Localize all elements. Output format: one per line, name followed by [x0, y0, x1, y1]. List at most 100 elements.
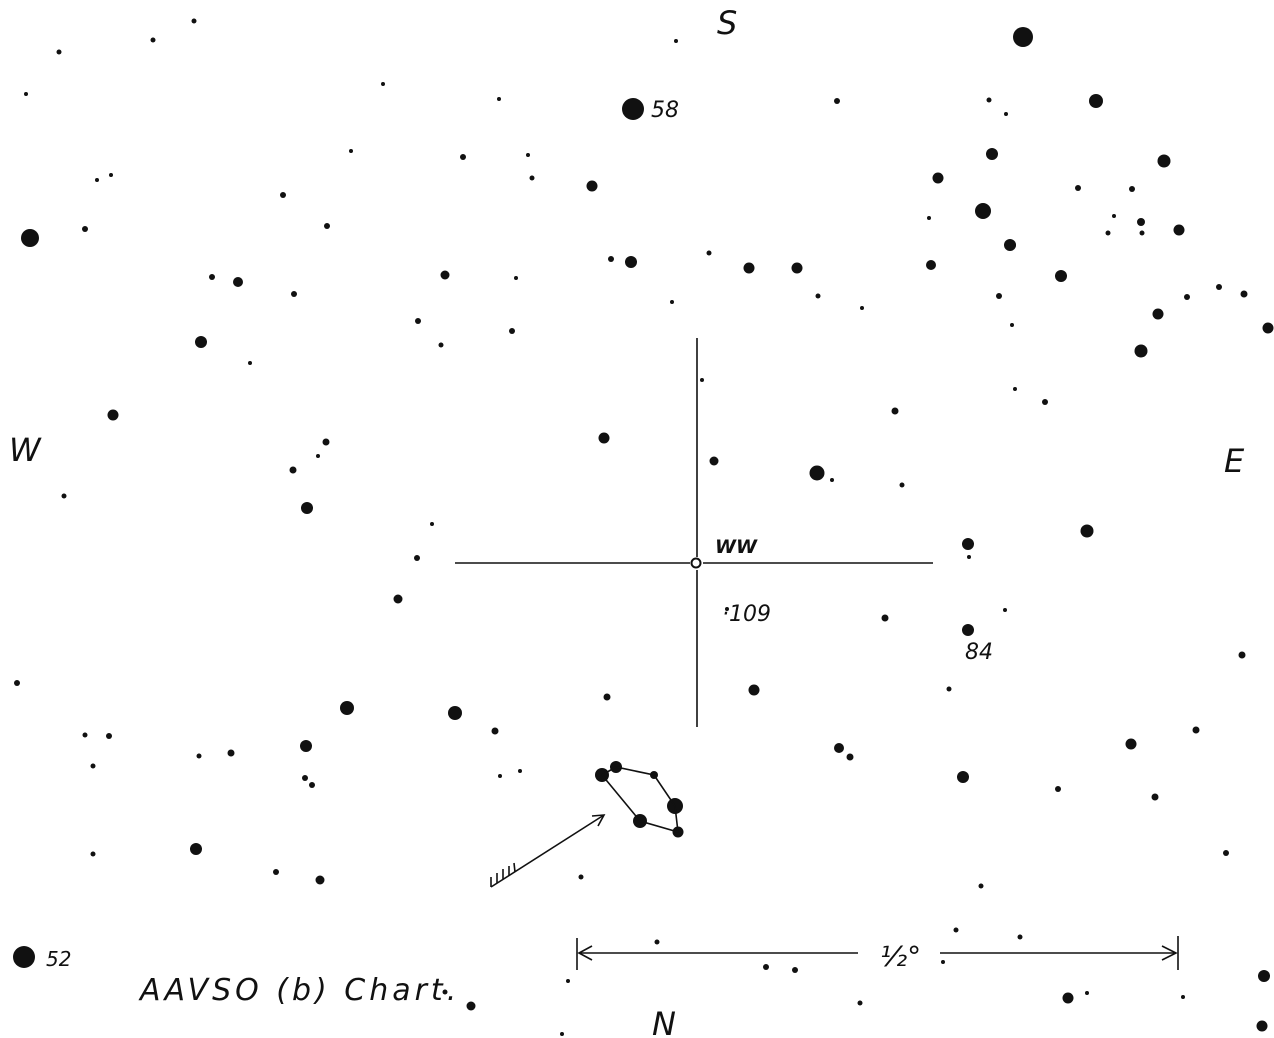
star-54	[56, 49, 62, 55]
star-11	[1055, 270, 1067, 282]
magnitude-label-84: 84	[965, 640, 993, 665]
star-109	[881, 614, 889, 622]
star-39	[190, 843, 202, 855]
star-135	[792, 967, 798, 973]
star-144	[466, 1001, 476, 1011]
star-35	[300, 740, 312, 752]
star-138	[941, 960, 945, 964]
star-142	[566, 979, 570, 983]
star-71	[834, 98, 840, 104]
star-75	[1129, 186, 1135, 192]
star-110	[1003, 608, 1007, 612]
star-61	[209, 274, 215, 280]
star-92	[415, 318, 421, 324]
chart-title: AAVSO (b) Chart.	[138, 973, 460, 1008]
star-86	[815, 293, 821, 299]
star-25	[301, 502, 313, 514]
star-41	[13, 946, 35, 968]
scale-label: ½°	[880, 940, 921, 973]
star-73	[1004, 112, 1008, 116]
star-37	[957, 771, 969, 783]
star-105	[61, 493, 67, 499]
star-69	[529, 175, 535, 181]
star-108	[967, 555, 971, 559]
star-146	[725, 607, 729, 611]
star-77	[1105, 230, 1111, 236]
star-14	[791, 262, 803, 274]
crosshair	[455, 338, 933, 727]
star-78	[1137, 218, 1145, 226]
star-81	[996, 293, 1002, 299]
star-43	[1258, 970, 1270, 982]
star-125	[1192, 726, 1200, 734]
star-17	[1134, 344, 1148, 358]
star-82	[1010, 323, 1014, 327]
star-88	[608, 256, 614, 262]
star-133	[654, 939, 660, 945]
star-101	[899, 482, 905, 488]
star-99	[1042, 399, 1048, 405]
star-55	[150, 37, 156, 43]
direction-north: N	[652, 1005, 676, 1038]
star-103	[316, 454, 320, 458]
star-131	[578, 874, 584, 880]
star-113	[603, 693, 611, 701]
star-107	[414, 555, 420, 561]
star-120	[302, 775, 308, 781]
star-30	[393, 594, 403, 604]
star-74	[1075, 185, 1081, 191]
star-102	[322, 438, 330, 446]
star-128	[1223, 850, 1229, 856]
star-79	[1139, 230, 1145, 236]
star-21	[195, 336, 207, 348]
star-132	[978, 883, 984, 889]
star-100	[830, 478, 834, 482]
star-46	[1240, 290, 1248, 298]
star-121	[309, 782, 315, 788]
star-65	[381, 82, 385, 86]
star-116	[106, 733, 112, 739]
star-28	[962, 538, 974, 550]
star-70	[674, 39, 678, 43]
magnitude-label-58: 58	[651, 98, 679, 123]
direction-west: W	[9, 431, 42, 469]
star-68	[526, 153, 530, 157]
star-4	[986, 148, 998, 160]
variable-star-label: WW	[715, 536, 758, 558]
star-96	[700, 378, 704, 382]
star-84	[1216, 284, 1222, 290]
star-119	[227, 749, 235, 757]
star-7	[932, 172, 944, 184]
star-45	[1006, 240, 1016, 250]
star-1	[1013, 27, 1033, 47]
star-137	[1017, 934, 1023, 940]
star-117	[90, 763, 96, 769]
star-140	[1181, 995, 1185, 999]
star-31	[962, 624, 974, 636]
star-3	[622, 98, 644, 120]
star-67	[460, 154, 466, 160]
asterism-outline	[601, 766, 679, 834]
star-12	[625, 256, 637, 268]
star-15	[926, 260, 936, 270]
star-111	[1238, 651, 1246, 659]
star-58	[95, 178, 99, 182]
pointer-arrow	[490, 814, 606, 888]
star-104	[289, 466, 297, 474]
star-76	[1112, 214, 1116, 218]
star-90	[514, 276, 518, 280]
star-115	[82, 732, 88, 738]
star-66	[497, 97, 501, 101]
star-124	[518, 769, 522, 773]
star-123	[498, 774, 502, 778]
star-34	[340, 701, 354, 715]
star-44	[1256, 1020, 1268, 1032]
star-83	[1184, 294, 1190, 300]
star-40	[315, 875, 325, 885]
star-98	[1013, 387, 1017, 391]
star-145	[442, 989, 448, 995]
star-72	[986, 97, 992, 103]
star-87	[706, 250, 712, 256]
star-129	[90, 851, 96, 857]
magnitude-label-52: 52	[46, 947, 71, 971]
